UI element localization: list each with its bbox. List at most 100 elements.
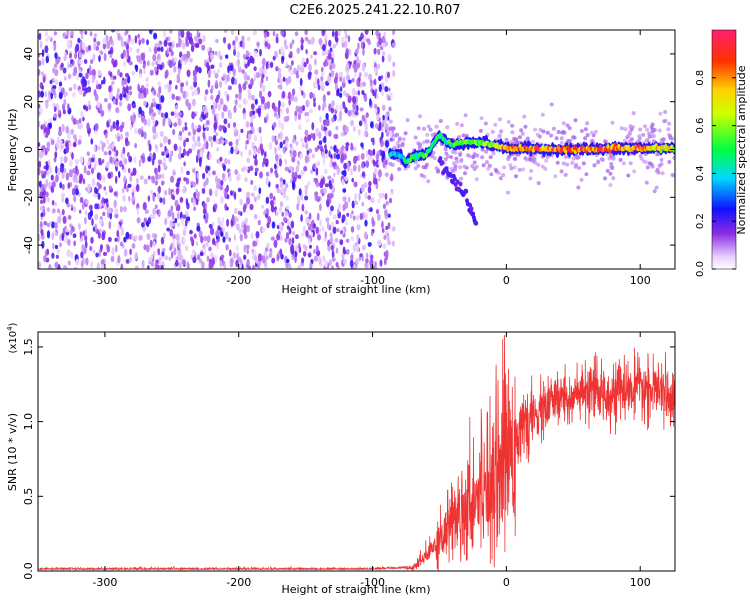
- noise-cell: [347, 110, 352, 117]
- halo-cell: [418, 143, 422, 148]
- noise-cell: [175, 233, 180, 241]
- y-tick-label: 20: [22, 95, 35, 109]
- noise-cell: [152, 193, 156, 202]
- noise-cell: [128, 46, 133, 53]
- noise-cell: [168, 154, 173, 163]
- noise-cell: [96, 40, 101, 46]
- noise-cell: [250, 232, 254, 240]
- noise-cell: [236, 223, 240, 231]
- noise-cell: [333, 76, 338, 85]
- noise-cell: [147, 156, 152, 162]
- noise-cell: [354, 200, 359, 205]
- noise-cell: [264, 40, 269, 47]
- noise-cell: [301, 90, 304, 96]
- noise-cell: [261, 103, 265, 111]
- noise-cell: [331, 250, 335, 259]
- noise-cell: [224, 105, 228, 112]
- noise-cell: [202, 243, 206, 249]
- noise-cell: [113, 151, 117, 157]
- noise-cell: [117, 68, 121, 76]
- noise-cell: [309, 91, 314, 99]
- halo-cell: [659, 162, 664, 167]
- noise-cell: [152, 152, 156, 161]
- y-tick-label: 0.0: [22, 562, 35, 580]
- noise-cell: [255, 71, 260, 79]
- noise-cell: [216, 228, 219, 237]
- noise-cell: [43, 120, 48, 125]
- noise-cell: [341, 252, 345, 260]
- noise-cell: [304, 30, 308, 36]
- noise-cell: [42, 195, 46, 204]
- noise-cell: [344, 41, 348, 49]
- noise-cell: [153, 46, 158, 55]
- noise-cell: [184, 122, 188, 127]
- noise-cell: [237, 210, 241, 215]
- noise-cell: [295, 247, 300, 253]
- halo-cell: [499, 129, 504, 134]
- halo-cell: [559, 140, 564, 145]
- noise-cell: [332, 214, 337, 220]
- halo-cell: [467, 154, 472, 158]
- noise-cell: [99, 228, 102, 234]
- noise-cell: [328, 52, 332, 60]
- noise-cell: [180, 82, 185, 88]
- noise-cell: [252, 114, 256, 120]
- noise-cell: [127, 167, 131, 174]
- noise-cell: [343, 162, 348, 170]
- noise-cell: [212, 100, 216, 106]
- noise-cell: [267, 216, 272, 225]
- halo-cell: [599, 157, 604, 162]
- noise-cell: [226, 218, 230, 227]
- noise-cell: [282, 179, 286, 185]
- noise-cell: [221, 111, 225, 119]
- noise-cell: [314, 191, 319, 197]
- noise-cell: [38, 103, 41, 108]
- noise-cell: [329, 236, 334, 243]
- noise-cell: [196, 172, 200, 179]
- noise-cell: [54, 79, 59, 86]
- halo-cell: [618, 157, 623, 162]
- weak-branch-cell: [469, 206, 474, 212]
- noise-cell: [151, 175, 156, 184]
- noise-cell: [104, 97, 108, 103]
- noise-cell: [177, 67, 181, 75]
- halo-cell: [652, 189, 657, 194]
- noise-cell: [177, 252, 181, 260]
- noise-cell: [86, 170, 91, 176]
- noise-cell: [234, 129, 239, 134]
- noise-cell: [258, 171, 264, 179]
- noise-cell: [373, 265, 377, 269]
- halo-cell: [631, 111, 636, 116]
- noise-cell: [113, 199, 117, 208]
- noise-cell: [94, 213, 99, 221]
- noise-cell: [106, 161, 110, 167]
- noise-cell: [60, 62, 64, 69]
- noise-cell: [241, 167, 245, 172]
- noise-cell: [196, 225, 201, 232]
- noise-cell: [155, 60, 158, 66]
- noise-cell: [84, 240, 88, 249]
- halo-cell: [498, 133, 503, 138]
- noise-cell: [128, 195, 131, 202]
- noise-cell: [324, 231, 328, 239]
- noise-cell: [152, 240, 156, 248]
- noise-cell: [51, 208, 56, 214]
- halo-cell: [559, 169, 564, 174]
- noise-cell: [270, 236, 275, 241]
- noise-cell: [163, 232, 166, 240]
- noise-cell: [68, 87, 73, 92]
- noise-cell: [154, 180, 159, 186]
- noise-cell: [202, 208, 207, 215]
- noise-cell: [354, 111, 359, 116]
- noise-cell: [97, 192, 101, 200]
- y-tick-label: -20: [22, 188, 35, 206]
- noise-cell: [63, 235, 68, 243]
- noise-cell: [115, 244, 118, 253]
- noise-cell: [152, 118, 156, 126]
- halo-cell: [488, 155, 493, 160]
- halo-cell: [533, 127, 538, 132]
- halo-cell: [541, 129, 546, 134]
- noise-cell: [58, 81, 63, 87]
- noise-cell: [374, 261, 377, 267]
- noise-cell: [226, 194, 230, 200]
